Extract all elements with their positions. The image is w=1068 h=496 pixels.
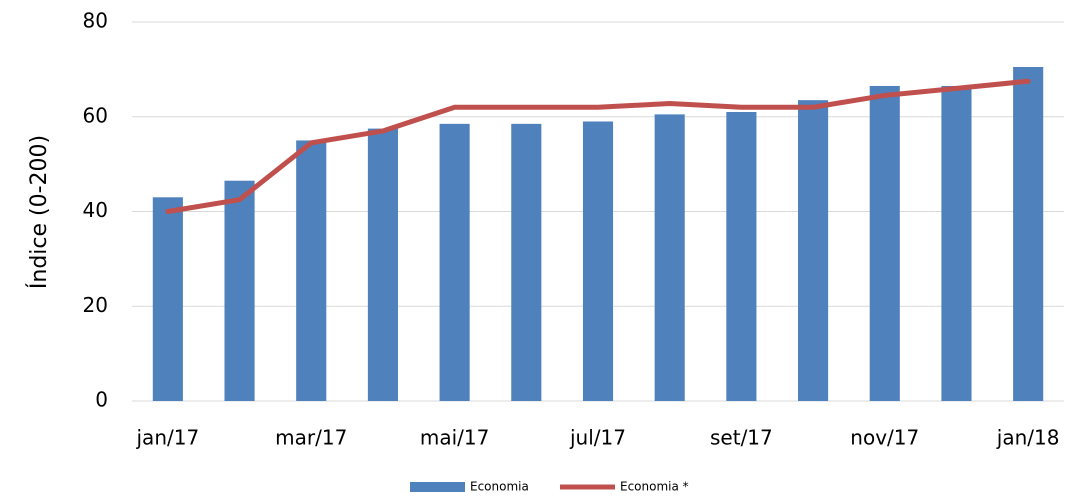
bar [439,123,470,401]
legend-label: Economia [470,480,529,494]
x-tick-label: set/17 [710,426,773,450]
bar [941,85,972,402]
x-tick-label: jan/17 [136,426,200,450]
bar [511,123,542,401]
bar [726,112,757,401]
legend-swatch [410,482,465,492]
bar [296,140,327,401]
bar [798,100,829,401]
y-tick-label: 0 [95,388,108,412]
x-tick-label: jul/17 [569,426,626,450]
legend-label: Economia * [620,480,689,494]
bar [224,180,255,401]
y-axis-title: Índice (0-200) [26,135,52,289]
y-tick-label: 60 [83,103,108,127]
bar [152,197,183,401]
bar [1013,67,1044,401]
y-tick-label: 20 [83,293,108,317]
line [165,78,1031,214]
x-tick-label: mai/17 [420,426,489,450]
x-tick-label: nov/17 [850,426,919,450]
bar [869,85,900,402]
bar [367,128,398,401]
y-tick-label: 80 [83,9,108,33]
bar [654,114,685,401]
y-tick-label: 40 [83,198,108,222]
x-tick-label: mar/17 [275,426,347,450]
bar [582,121,614,402]
x-tick-label: jan/18 [996,426,1060,450]
